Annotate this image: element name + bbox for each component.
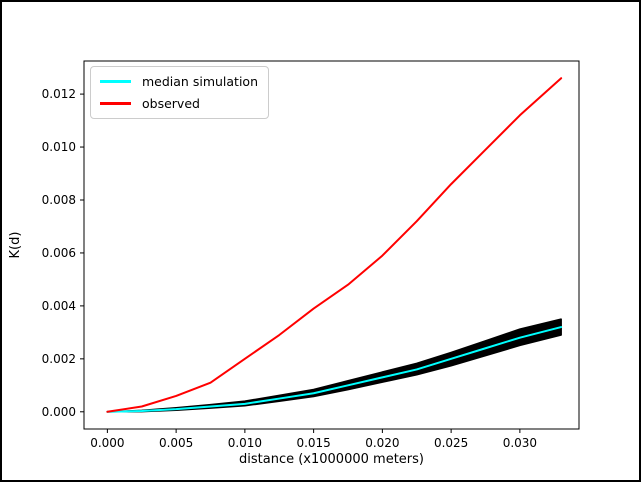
legend: median simulation observed (90, 66, 269, 119)
legend-item-observed: observed (100, 96, 258, 111)
observed-line (106, 77, 563, 413)
x-axis-label: distance (x1000000 meters) (239, 452, 424, 467)
observed-line-swatch (100, 102, 131, 105)
median-simulation-line-swatch (100, 80, 131, 83)
median-simulation-line (106, 326, 563, 413)
legend-label-observed: observed (142, 96, 200, 111)
y-tick-label: 0.006 (42, 246, 76, 260)
y-axis-label: K(d) (8, 231, 23, 259)
x-tick-label: 0.030 (503, 436, 537, 450)
x-tick-label: 0.010 (228, 436, 262, 450)
x-tick-label: 0.005 (159, 436, 193, 450)
x-tick-label: 0.015 (296, 436, 330, 450)
y-tick-label: 0.004 (42, 299, 76, 313)
y-tick-label: 0.002 (42, 352, 76, 366)
plot-area (84, 61, 579, 429)
y-tick-label: 0.010 (42, 140, 76, 154)
y-tick-label: 0.000 (42, 405, 76, 419)
x-tick-label: 0.020 (365, 436, 399, 450)
y-tick-label: 0.012 (42, 87, 76, 101)
y-tick-label: 0.008 (42, 193, 76, 207)
x-tick-label: 0.000 (90, 436, 124, 450)
legend-label-median-simulation: median simulation (142, 74, 258, 89)
legend-item-median-simulation: median simulation (100, 74, 258, 89)
x-tick-label: 0.025 (434, 436, 468, 450)
axes-frame (83, 60, 580, 430)
